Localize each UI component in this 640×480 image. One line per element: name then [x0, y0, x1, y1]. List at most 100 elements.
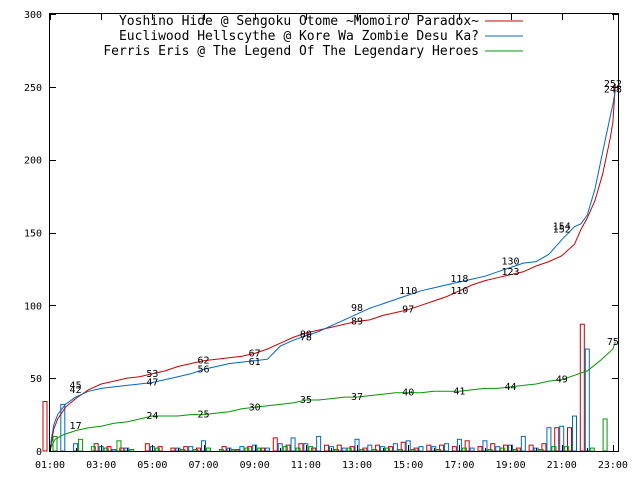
x-tick-label: 11:00: [291, 460, 321, 471]
hourly-bar: [513, 449, 519, 452]
x-tick-label: 13:00: [342, 460, 372, 471]
hourly-bar: [218, 449, 224, 452]
hourly-bar: [426, 444, 432, 452]
y-tick-label: 150: [24, 229, 42, 240]
hourly-bar: [264, 447, 270, 452]
hourly-bar: [180, 449, 186, 452]
data-label: 61: [249, 357, 261, 368]
plot-frame: [49, 13, 619, 452]
y-tick-label: 300: [24, 10, 42, 21]
x-tick-label: 01:00: [35, 460, 65, 471]
series-line: [49, 83, 616, 452]
y-tick-label: 100: [24, 301, 42, 312]
data-label: 89: [351, 316, 363, 327]
hourly-bar: [451, 446, 457, 452]
hourly-bar: [308, 446, 314, 452]
bars-layer: [42, 323, 608, 452]
hourly-bar: [124, 447, 130, 452]
hourly-bar: [385, 447, 391, 452]
hourly-bar: [495, 446, 501, 452]
x-tick-label: 17:00: [444, 460, 474, 471]
data-label: 41: [453, 386, 465, 397]
data-label: 24: [146, 411, 158, 422]
hourly-bar: [487, 449, 493, 452]
data-label: 42: [70, 385, 82, 396]
data-label: 118: [450, 274, 468, 285]
data-label: 97: [402, 305, 414, 316]
data-label: 25: [197, 410, 209, 421]
hourly-bar: [387, 446, 393, 452]
data-label: 130: [502, 257, 520, 268]
data-label: 67: [249, 348, 261, 359]
x-tick-label: 07:00: [188, 460, 218, 471]
data-label: 35: [300, 395, 312, 406]
hourly-bar: [188, 446, 194, 452]
hourly-bar: [554, 427, 560, 452]
data-label: 17: [70, 421, 82, 432]
data-label: 56: [197, 364, 209, 375]
data-label: 49: [556, 375, 568, 386]
data-label: 45: [70, 380, 82, 391]
hourly-bar: [367, 444, 373, 452]
legend-label-yoshino: Yoshino Hide @ Sengoku Otome ~Momoiro Pa…: [119, 14, 479, 29]
hourly-bar: [572, 415, 578, 452]
hourly-bar: [221, 446, 227, 452]
hourly-bar: [392, 443, 398, 452]
hourly-bar: [303, 443, 309, 452]
hourly-bar: [461, 447, 467, 452]
hourly-bar: [298, 443, 304, 452]
y-axis-ticks: 0 50 100 150 200 250 300: [24, 10, 618, 458]
data-label: 47: [146, 378, 158, 389]
series-line: [49, 89, 616, 452]
hourly-bar: [349, 446, 355, 452]
legend-label-eucliwood: Eucliwood Hellscythe @ Kore Wa Zombie De…: [119, 29, 479, 44]
data-label: 110: [399, 286, 417, 297]
hourly-bar: [469, 447, 475, 452]
legend: Yoshino Hide @ Sengoku Otome ~Momoiro Pa…: [103, 14, 523, 59]
hourly-bar: [157, 446, 163, 452]
hourly-bar: [144, 443, 150, 452]
hourly-bar: [372, 449, 378, 452]
hourly-bar: [175, 447, 181, 452]
hourly-bar: [579, 323, 585, 452]
hourly-bar: [282, 446, 288, 452]
hourly-bar: [336, 444, 342, 452]
hourly-bar: [567, 427, 573, 452]
hourly-bar: [482, 440, 488, 452]
hourly-bar: [418, 446, 424, 452]
y-tick-label: 0: [36, 447, 42, 458]
x-tick-label: 03:00: [86, 460, 116, 471]
legend-label-ferris: Ferris Eris @ The Legend Of The Legendar…: [103, 44, 479, 59]
hourly-bar: [129, 449, 135, 452]
hourly-bar: [116, 440, 122, 452]
data-label: 62: [197, 356, 209, 367]
x-tick-label: 21:00: [547, 460, 577, 471]
hourly-bar: [93, 443, 99, 452]
data-label: 40: [402, 388, 414, 399]
hourly-bar: [106, 446, 112, 452]
hourly-bar: [431, 446, 437, 452]
data-label: 53: [146, 369, 158, 380]
hourly-bar: [323, 444, 329, 452]
data-label: 98: [351, 303, 363, 314]
data-label: 44: [505, 382, 517, 393]
x-tick-label: 19:00: [495, 460, 525, 471]
hourly-bar: [333, 449, 339, 452]
y-tick-label: 50: [30, 374, 42, 385]
y-tick-label: 200: [24, 156, 42, 167]
hourly-bar: [477, 446, 483, 452]
hourly-bar: [551, 446, 557, 452]
hourly-bar: [564, 446, 570, 452]
data-label: 152: [553, 225, 571, 236]
x-tick-label: 15:00: [393, 460, 423, 471]
data-label: 248: [604, 85, 622, 96]
hourly-bar: [346, 447, 352, 452]
hourly-bar: [252, 444, 258, 452]
hourly-bar: [538, 449, 544, 452]
lines-layer: [49, 83, 616, 452]
x-tick-label: 05:00: [137, 460, 167, 471]
y-tick-label: 250: [24, 83, 42, 94]
data-label: 37: [351, 392, 363, 403]
data-label: 30: [249, 402, 261, 413]
